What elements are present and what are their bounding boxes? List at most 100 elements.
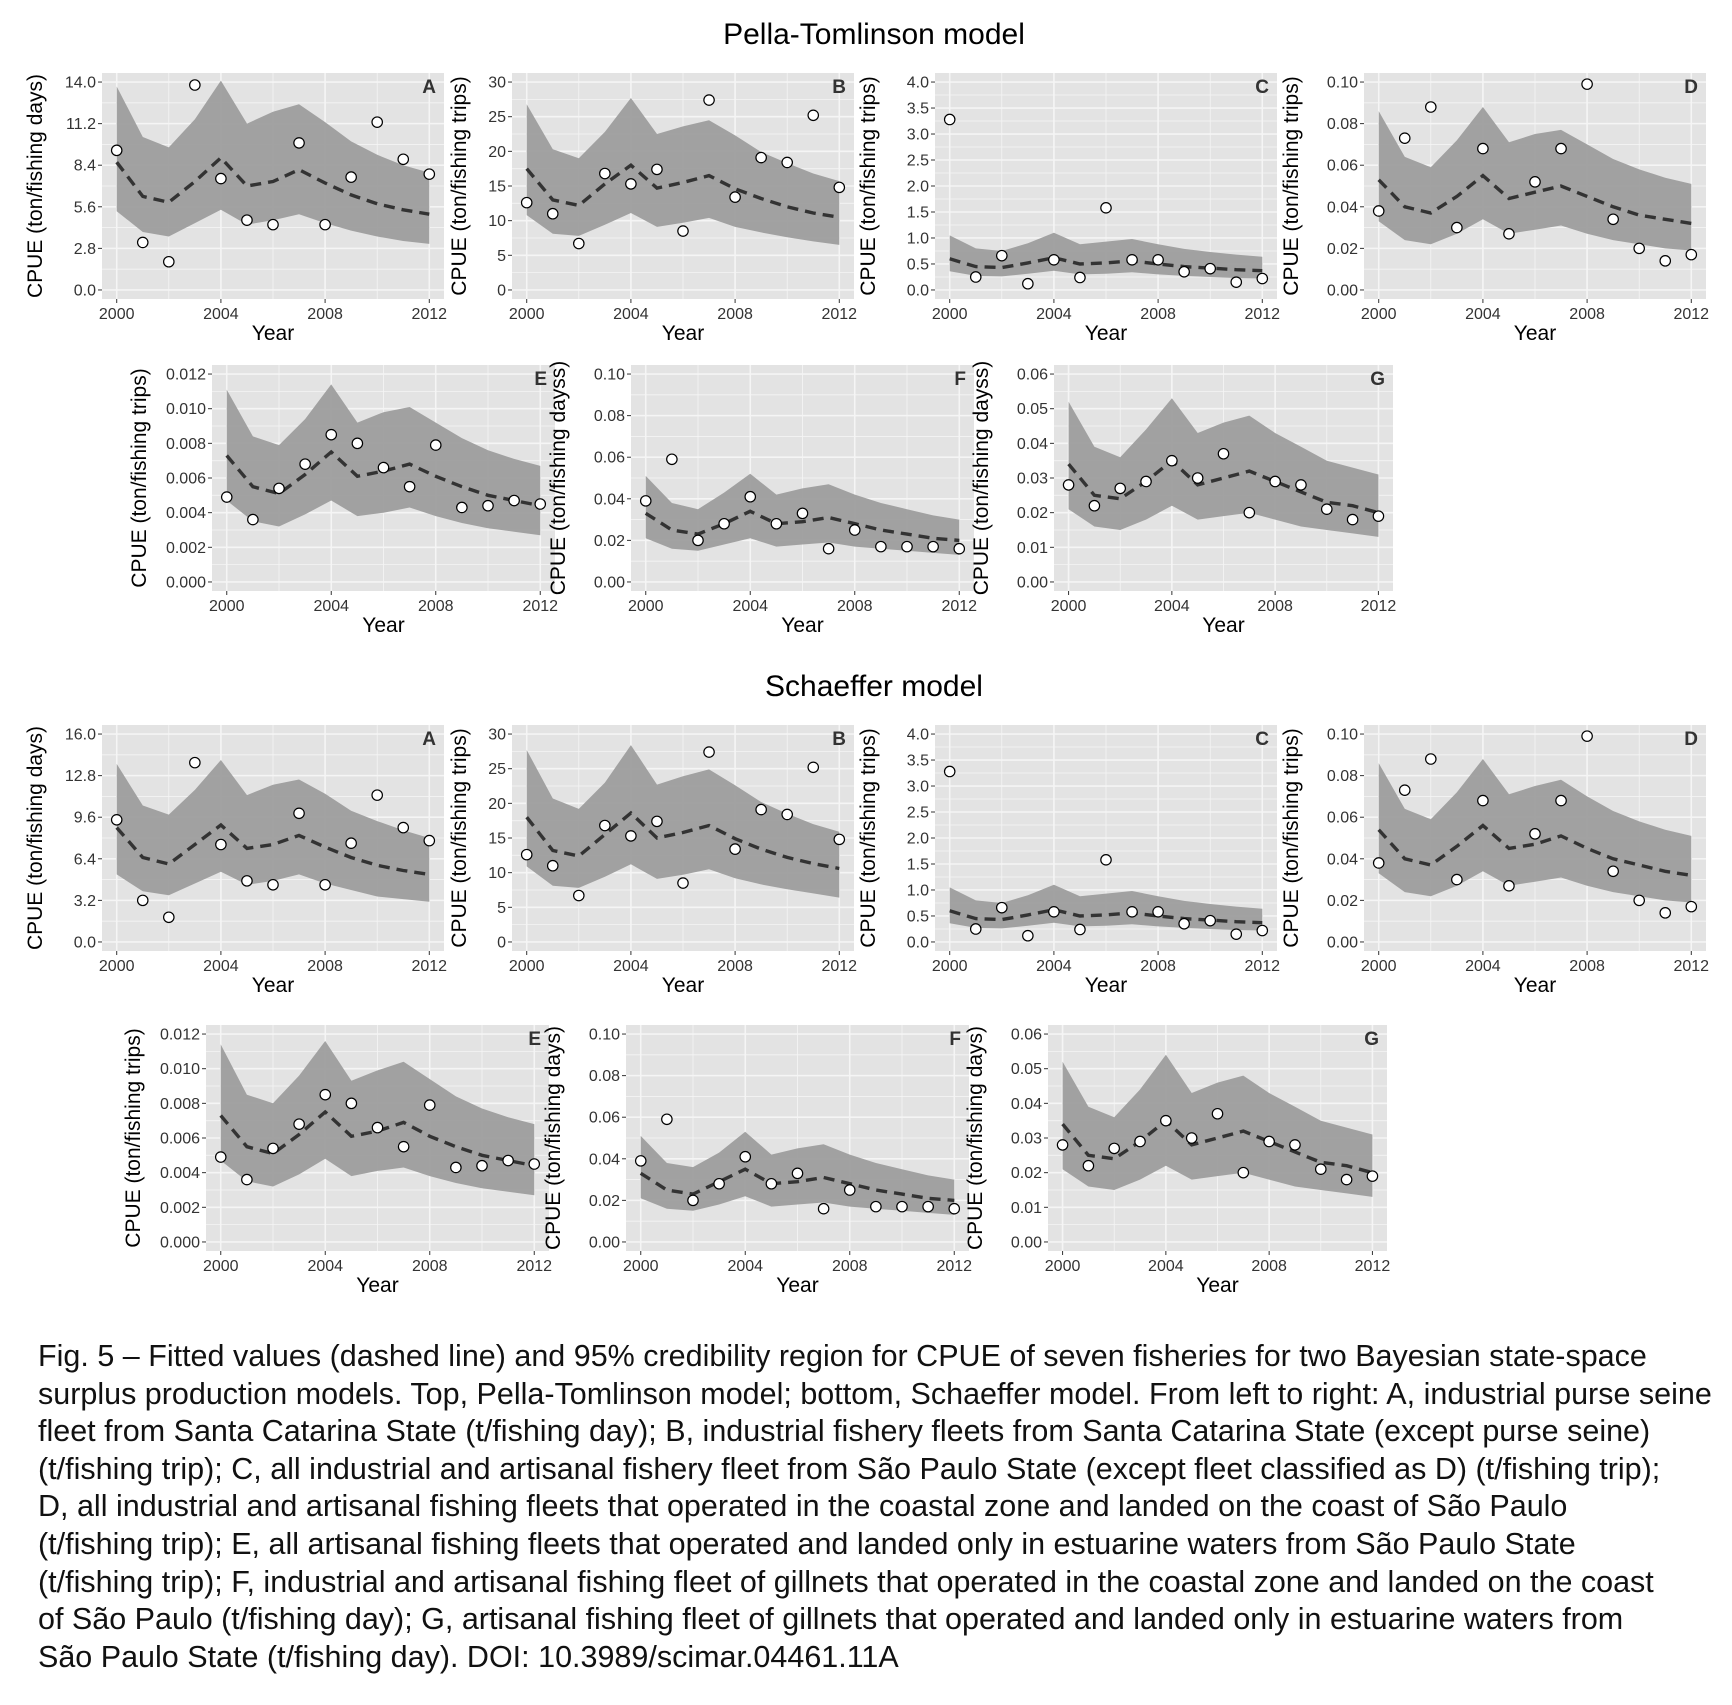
- observed-point: [293, 807, 305, 820]
- x-tick-label: 2012: [411, 306, 447, 323]
- x-tick-label: 2004: [1036, 958, 1072, 975]
- x-tick-label: 2008: [1140, 958, 1176, 975]
- observed-point: [1314, 1163, 1327, 1175]
- y-tick-label: 10: [488, 213, 506, 230]
- observed-point: [901, 540, 913, 553]
- y-tick-label: 0.04: [1011, 1096, 1042, 1113]
- observed-point: [1056, 1139, 1069, 1151]
- observed-point: [403, 480, 416, 493]
- y-tick-label: 0.0: [907, 282, 929, 299]
- x-tick-label: 2008: [1257, 598, 1293, 615]
- observed-point: [833, 181, 846, 194]
- observed-point: [136, 894, 149, 907]
- observed-point: [1372, 857, 1385, 869]
- y-tick-label: 2.0: [907, 179, 929, 196]
- x-tick-label: 2000: [203, 1258, 239, 1275]
- y-tick-label: 5: [497, 248, 506, 265]
- observed-point: [351, 437, 364, 450]
- observed-point: [267, 878, 279, 891]
- y-tick-label: 15: [488, 831, 506, 848]
- x-axis-title: Year: [252, 322, 294, 345]
- observed-point: [755, 151, 767, 164]
- observed-point: [677, 877, 689, 889]
- observed-point: [1134, 1135, 1146, 1148]
- y-tick-label: 30: [488, 727, 506, 744]
- x-tick-label: 2000: [1051, 598, 1087, 615]
- x-axis-title: Year: [1196, 1274, 1238, 1297]
- y-tick-label: 0.04: [1017, 436, 1048, 453]
- observed-point: [870, 1200, 882, 1213]
- observed-point: [423, 168, 436, 180]
- observed-point: [319, 218, 331, 231]
- observed-point: [1340, 1173, 1353, 1186]
- y-tick-label: 15: [488, 179, 506, 196]
- observed-point: [267, 1142, 279, 1155]
- y-tick-label: 2.5: [907, 805, 929, 822]
- observed-point: [397, 1140, 410, 1153]
- y-tick-label: 0.06: [1327, 810, 1358, 827]
- x-tick-label: 2012: [821, 958, 857, 975]
- x-tick-label: 2012: [1244, 958, 1280, 975]
- panel-label: G: [1364, 1029, 1379, 1050]
- observed-point: [1320, 503, 1333, 515]
- observed-point: [423, 834, 436, 847]
- observed-point: [1108, 1142, 1121, 1155]
- observed-point: [1295, 479, 1307, 491]
- observed-point: [625, 178, 637, 190]
- observed-point: [661, 1113, 673, 1126]
- y-tick-label: 2.5: [907, 153, 929, 170]
- x-axis-title: Year: [662, 322, 704, 345]
- fitted-line: [219, 1109, 535, 1168]
- x-tick-label: 2004: [613, 306, 649, 323]
- observed-point: [1178, 917, 1190, 930]
- observed-point: [319, 1088, 332, 1101]
- observed-point: [1425, 101, 1437, 113]
- y-axis-title: CPUE (ton/fishing days): [542, 1026, 565, 1250]
- observed-point: [1211, 1107, 1224, 1120]
- x-tick-label: 2000: [99, 958, 135, 975]
- chart-panel-c: 0.0 0.5 1.0 1.5 2.0 2.5 3.0 3.5 4.0 2000 2004 2008 2…: [857, 73, 1280, 345]
- chart-panel-c: 0.0 0.5 1.0 1.5 2.0 2.5 3.0 3.5 4.0 2000 2004 2008 2…: [857, 725, 1280, 997]
- observed-point: [1217, 447, 1230, 460]
- y-tick-label: 1.0: [907, 230, 929, 247]
- y-tick-label: 0.02: [1017, 505, 1048, 522]
- observed-point: [1022, 929, 1034, 942]
- credibility-region: [226, 384, 541, 536]
- chart-panel-f: 0.00 0.02 0.04 0.06 0.08 0.10 2000 2004 2008 2012…: [547, 361, 977, 637]
- y-tick-label: 6.4: [74, 851, 96, 868]
- observed-point: [1451, 873, 1463, 886]
- observed-point: [273, 482, 285, 495]
- observed-point: [1503, 880, 1515, 892]
- x-tick-label: 2000: [209, 598, 245, 615]
- fitted-line: [115, 155, 430, 216]
- observed-point: [502, 1154, 514, 1167]
- observed-point: [1477, 142, 1489, 155]
- observed-point: [299, 458, 311, 470]
- observed-point: [755, 803, 767, 816]
- chart-panel-e: 0.000 0.002 0.004 0.006 0.008 0.010 0.012 2000 2…: [128, 365, 558, 637]
- observed-point: [692, 534, 704, 547]
- y-axis-title: CPUE (ton/fishing trips): [857, 728, 880, 947]
- observed-point: [215, 172, 227, 185]
- x-tick-label: 2008: [1569, 306, 1605, 323]
- observed-point: [1100, 854, 1112, 866]
- chart-panel-d: 0.00 0.02 0.04 0.06 0.08 0.10 2000 2004 2008 2012…: [1280, 73, 1709, 345]
- y-axis-title: CPUE (ton/fishing trips): [122, 1028, 145, 1247]
- y-tick-label: 0.02: [1327, 241, 1358, 258]
- y-tick-label: 2.8: [74, 241, 96, 258]
- chart-panel-a: 0.0 3.2 6.4 9.6 12.8 16.0 2000 2004 2008 2012 Year…: [24, 725, 447, 997]
- observed-point: [1529, 176, 1541, 188]
- observed-point: [1659, 907, 1672, 919]
- x-tick-label: 2012: [1244, 306, 1280, 323]
- x-tick-label: 2008: [307, 958, 343, 975]
- observed-point: [1633, 242, 1645, 255]
- observed-point: [377, 461, 390, 474]
- caption-line: surplus production models. Top, Pella-To…: [38, 1376, 1712, 1411]
- caption-line: São Paulo State (t/fishing day). DOI: 10…: [38, 1639, 899, 1674]
- y-tick-label: 30: [488, 75, 506, 92]
- observed-point: [1289, 1139, 1301, 1151]
- x-tick-label: 2012: [522, 598, 558, 615]
- observed-point: [639, 495, 652, 507]
- y-tick-label: 14.0: [65, 75, 96, 92]
- observed-point: [1372, 510, 1385, 522]
